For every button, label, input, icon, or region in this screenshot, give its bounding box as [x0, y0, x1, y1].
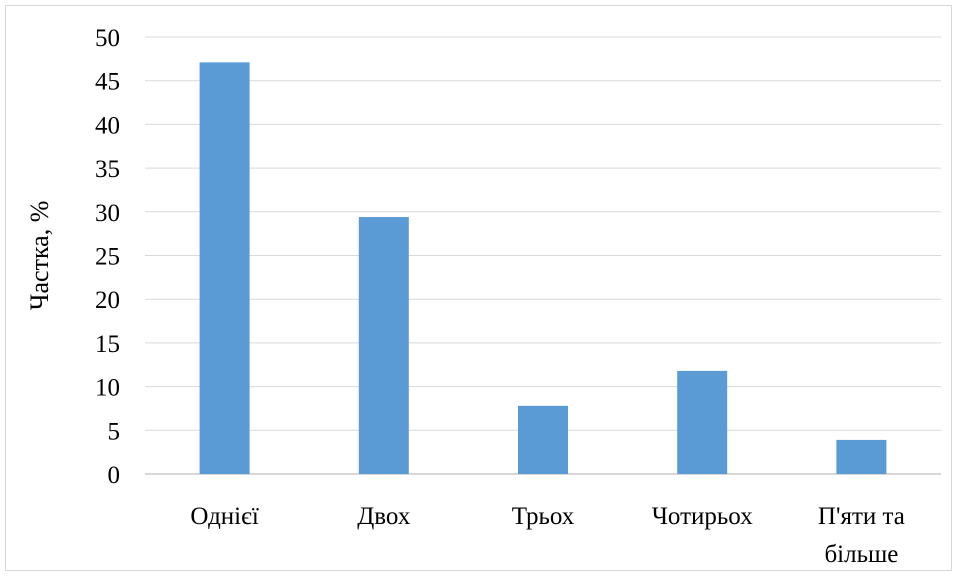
y-tick-label: 5 — [108, 418, 121, 445]
x-tick-label: більше — [824, 541, 898, 568]
y-tick-label: 10 — [95, 375, 120, 402]
y-axis-title: Частка, % — [25, 201, 54, 311]
x-tick-label: Двох — [357, 503, 411, 530]
y-tick-labels: 0 5 10 15 20 25 30 35 40 45 50 — [95, 25, 120, 489]
x-tick-label: П'яти та — [818, 503, 905, 530]
bars — [199, 62, 887, 474]
x-tick-label: Однієї — [190, 503, 258, 530]
chart-area — [5, 5, 952, 571]
bar — [677, 370, 728, 474]
bar — [199, 62, 250, 474]
y-tick-label: 50 — [95, 25, 120, 52]
y-tick-label: 0 — [108, 462, 121, 489]
x-tick-label: Трьох — [512, 503, 575, 530]
bar — [836, 439, 887, 474]
y-tick-label: 15 — [95, 331, 120, 358]
bar — [358, 217, 409, 474]
y-tick-label: 25 — [95, 244, 120, 271]
y-tick-label: 45 — [95, 69, 120, 96]
y-tick-label: 40 — [95, 112, 120, 139]
y-tick-label: 20 — [95, 287, 120, 314]
y-tick-label: 30 — [95, 200, 120, 227]
gridlines — [145, 36, 941, 475]
x-tick-label: Чотирьох — [652, 503, 754, 530]
x-tick-labels: Однієї Двох Трьох Чотирьох П'яти та більше — [190, 503, 905, 568]
y-tick-label: 35 — [95, 156, 120, 183]
bar — [518, 405, 568, 474]
